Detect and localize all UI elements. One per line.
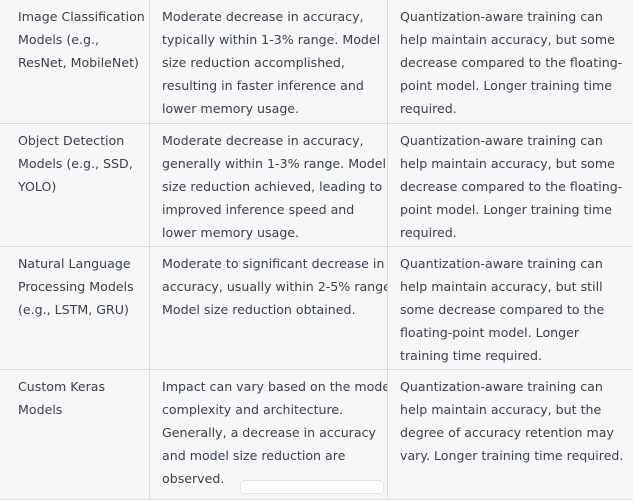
table-cell: Custom Keras Models [0, 370, 150, 500]
cell-text: vary. Longer training time required. [400, 448, 624, 463]
cell-text: (e.g., LSTM, GRU) [18, 302, 129, 317]
cell-text: lower memory usage. [162, 225, 300, 240]
table-cell: Quantization-aware training can help main… [388, 124, 633, 247]
cell-text: Quantization-aware training can [400, 256, 603, 271]
table-cell: Object Detection Models (e.g., SSD, YOLO) [0, 124, 150, 247]
table-cell: Image Classification Models (e.g., ResNet,… [0, 0, 150, 124]
table-cell: Impact can vary based on the model comple… [150, 370, 388, 500]
scroll-button[interactable] [240, 480, 384, 494]
cell-text: required. [400, 225, 457, 240]
cell-text: Model size reduction obtained. [162, 302, 356, 317]
cell-text: Models [18, 402, 63, 417]
table-cell: Moderate decrease in accuracy, typically … [150, 0, 388, 124]
cell-text: Models (e.g., SSD, [18, 156, 133, 171]
cell-text: Processing Models [18, 279, 134, 294]
cell-text: observed. [162, 471, 225, 486]
cell-text: Moderate decrease in accuracy, [162, 9, 364, 24]
table-cell: Moderate to significant decrease in accur… [150, 247, 388, 370]
cell-text: required. [400, 101, 457, 116]
cell-text: typically within 1-3% range. Model [162, 32, 381, 47]
cell-text: resulting in faster inference and [162, 78, 364, 93]
table-cell: Quantization-aware training can help main… [388, 370, 633, 500]
cell-text: Natural Language [18, 256, 131, 271]
cell-text: degree of accuracy retention may [400, 425, 614, 440]
cell-text: Quantization-aware training can [400, 379, 603, 394]
cell-text: Moderate to significant decrease in [162, 256, 385, 271]
cell-text: Generally, a decrease in accuracy [162, 425, 376, 440]
cell-text: help maintain accuracy, but some [400, 32, 615, 47]
cell-text: improved inference speed and [162, 202, 355, 217]
cell-text: help maintain accuracy, but the [400, 402, 602, 417]
cell-text: size reduction accomplished, [162, 55, 345, 70]
cell-text: floating-point model. Longer [400, 325, 580, 340]
cell-text: YOLO) [18, 179, 57, 194]
cell-text: help maintain accuracy, but still [400, 279, 603, 294]
cell-text: generally within 1-3% range. Model [162, 156, 387, 171]
cell-text: point model. Longer training time [400, 78, 612, 93]
cell-text: complexity and architecture. [162, 402, 344, 417]
table-cell: Moderate decrease in accuracy, generally … [150, 124, 388, 247]
table-cell: Quantization-aware training can help main… [388, 0, 633, 124]
cell-text: point model. Longer training time [400, 202, 612, 217]
table-cell: Quantization-aware training can help main… [388, 247, 633, 370]
cell-text: Object Detection [18, 133, 125, 148]
cell-text: and model size reduction are [162, 448, 346, 463]
table-cell: Natural Language Processing Models (e.g., … [0, 247, 150, 370]
cell-text: lower memory usage. [162, 101, 300, 116]
cell-text: size reduction achieved, leading to [162, 179, 383, 194]
cell-text: Moderate decrease in accuracy, [162, 133, 364, 148]
cell-text: training time required. [400, 348, 543, 363]
cell-text: Models (e.g., [18, 32, 100, 47]
cell-text: decrease compared to the floating- [400, 179, 623, 194]
cell-text: decrease compared to the floating- [400, 55, 623, 70]
cell-text: ResNet, MobileNet) [18, 55, 139, 70]
cell-text: some decrease compared to the [400, 302, 605, 317]
cell-text: Quantization-aware training can [400, 133, 603, 148]
cell-text: help maintain accuracy, but some [400, 156, 615, 171]
cell-text: Image Classification [18, 9, 145, 24]
cell-text: Impact can vary based on the model [162, 379, 388, 394]
cell-text: Custom Keras [18, 379, 106, 394]
cell-text: Quantization-aware training can [400, 9, 603, 24]
cell-text: accuracy, usually within 2-5% range. [162, 279, 388, 294]
